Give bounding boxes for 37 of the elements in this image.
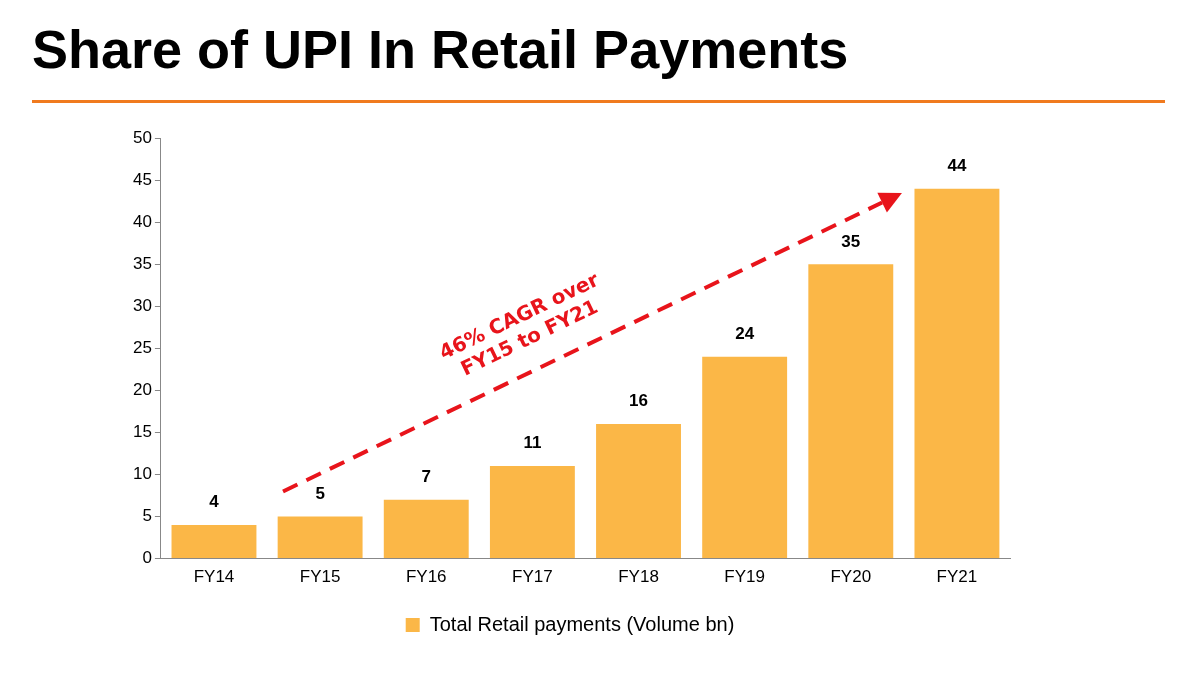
- x-tick-label: FY19: [724, 567, 765, 587]
- y-tick-label: 30: [132, 296, 152, 316]
- y-tick-label: 0: [142, 548, 152, 568]
- data-label: 5: [315, 483, 325, 503]
- y-tick-label: 5: [142, 506, 152, 526]
- bar: [489, 466, 575, 559]
- data-label: 24: [735, 324, 755, 343]
- data-label: 11: [523, 433, 542, 453]
- x-tick-label: FY18: [618, 567, 659, 587]
- x-tick-label: FY20: [830, 567, 872, 587]
- y-tick-label: 10: [132, 464, 152, 484]
- bar: [596, 424, 681, 559]
- x-tick-label: FY14: [193, 567, 235, 587]
- x-tick-label: FY15: [299, 567, 341, 587]
- bar: [702, 356, 788, 559]
- y-tick-label: 40: [132, 211, 152, 231]
- legend-label: Total Retail payments (Volume bn): [429, 612, 735, 635]
- y-tick-label: 15: [132, 422, 152, 442]
- bar: [277, 516, 363, 559]
- bar: [808, 264, 894, 559]
- x-tick-label: FY16: [405, 567, 447, 587]
- y-tick-label: 45: [132, 169, 152, 189]
- data-label: 44: [947, 155, 967, 175]
- y-tick-label: 50: [132, 127, 152, 147]
- x-tick-label: FY17: [512, 567, 553, 587]
- bar: [171, 524, 257, 559]
- y-tick-label: 35: [132, 254, 152, 274]
- y-tick-label: 25: [132, 338, 152, 358]
- data-label: 16: [629, 391, 648, 411]
- x-tick-label: FY21: [936, 567, 978, 587]
- y-tick-label: 20: [132, 380, 152, 400]
- data-label: 4: [209, 492, 220, 512]
- chart-title: Share of UPI In Retail Payments: [32, 18, 849, 80]
- data-label: 35: [841, 231, 861, 251]
- data-label: 7: [421, 466, 431, 486]
- bar: [914, 188, 1000, 559]
- bar: [383, 499, 469, 559]
